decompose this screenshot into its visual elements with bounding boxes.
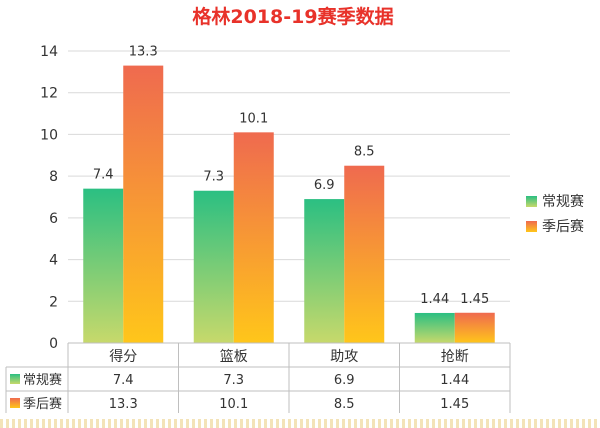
legend-swatch (526, 221, 537, 232)
legend-label: 季后赛 (542, 219, 584, 235)
table-cell: 1.45 (440, 397, 469, 412)
bar-playoff (123, 65, 164, 343)
y-tick-label: 12 (40, 86, 58, 102)
table-legend-key (10, 374, 20, 384)
bar-playoff (344, 165, 385, 343)
table-cell: 7.3 (223, 373, 244, 388)
bar-regular (304, 199, 345, 343)
data-label: 8.5 (354, 145, 375, 160)
y-tick-label: 2 (49, 294, 58, 310)
y-tick-label: 0 (49, 336, 58, 352)
data-label: 10.1 (239, 111, 268, 126)
table-cell: 6.9 (334, 373, 355, 388)
data-label: 6.9 (314, 178, 335, 193)
bar-regular (83, 188, 124, 343)
bar-playoff (233, 132, 274, 343)
bar-playoff (454, 312, 495, 343)
data-labels: 7.4 13.3 7.3 10.1 6.9 8.5 1.44 1.45 (93, 45, 489, 307)
table-series-name: 季后赛 (23, 396, 62, 412)
chart-title: 格林2018-19赛季数据 (192, 5, 393, 28)
category-label: 篮板 (220, 349, 248, 365)
category-label: 助攻 (330, 349, 358, 365)
y-tick-label: 6 (49, 211, 58, 227)
y-tick-label: 4 (49, 253, 58, 269)
y-axis-ticks: 0 2 4 6 8 10 12 14 (40, 44, 58, 352)
y-tick-label: 8 (49, 169, 58, 185)
bars (83, 65, 495, 343)
data-label: 13.3 (129, 45, 158, 60)
table-series-name: 常规赛 (23, 372, 62, 388)
category-label: 抢断 (441, 348, 469, 365)
table-legend-key (10, 398, 20, 408)
table-cell: 7.4 (113, 373, 134, 388)
bar-regular (193, 190, 234, 343)
y-tick-label: 14 (40, 44, 58, 60)
legend-swatch (526, 196, 537, 207)
bar-regular (414, 312, 455, 343)
table-cell: 10.1 (219, 397, 248, 412)
data-label: 1.44 (420, 292, 449, 307)
category-label: 得分 (109, 348, 137, 365)
table-cell: 13.3 (109, 397, 138, 412)
table-cell: 8.5 (334, 397, 355, 412)
data-label: 7.3 (203, 170, 224, 185)
legend-label: 常规赛 (542, 194, 584, 210)
bottom-decoration-stripe (0, 419, 600, 428)
data-label: 1.45 (460, 292, 489, 307)
table-cell: 1.44 (440, 373, 469, 388)
y-tick-label: 10 (40, 127, 58, 143)
data-label: 7.4 (93, 168, 114, 183)
